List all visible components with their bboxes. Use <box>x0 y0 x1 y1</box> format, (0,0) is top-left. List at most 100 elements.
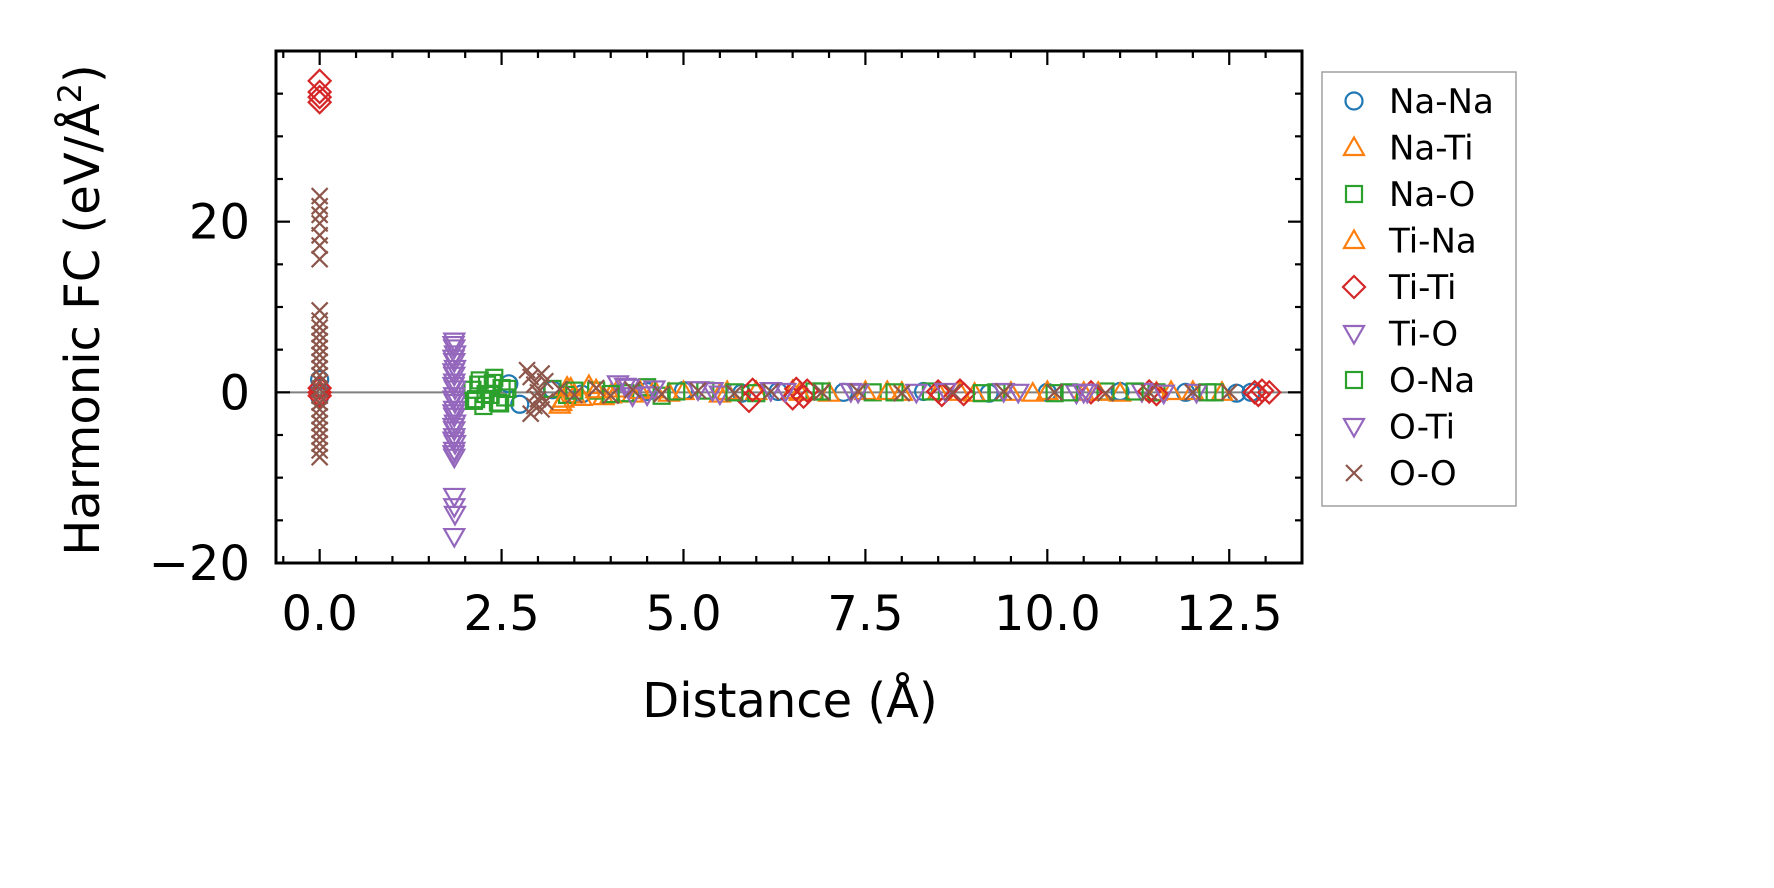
data-point-o-o <box>623 380 642 399</box>
data-point-ti-o <box>991 382 1016 404</box>
x-tick-label: 7.5 <box>827 586 903 642</box>
x-axis-label: Distance (Å) <box>642 672 937 729</box>
data-point-o-ti <box>846 383 871 405</box>
data-point-ti-ti <box>1249 378 1275 404</box>
legend-label-ti-o: Ti-O <box>1388 315 1458 355</box>
data-point-o-o <box>762 382 780 401</box>
data-point-o-o <box>893 384 911 402</box>
data-point-o-o <box>994 382 1013 401</box>
data-point-o-na <box>725 383 744 402</box>
data-point-o-ti <box>441 417 466 439</box>
tick-labels-layer: 0.0 2.5 5.0 7.5 10.0 12.5 −20 0 20 <box>149 195 1283 642</box>
data-point-o-ti <box>1071 383 1096 405</box>
legend-entry-o-na: O-Na <box>1344 361 1475 401</box>
legend-label-na-na: Na-Na <box>1389 82 1494 122</box>
data-point-ti-ti <box>1256 379 1282 405</box>
legend-entry-o-o: O-O <box>1345 454 1457 494</box>
legend-label-ti-na: Ti-Na <box>1388 222 1477 262</box>
legend-marker-na-o <box>1344 184 1364 204</box>
data-point-ti-na <box>1020 380 1045 402</box>
data-point-o-o <box>310 318 329 337</box>
data-point-na-ti <box>1108 380 1132 402</box>
data-point-o-ti <box>441 445 466 466</box>
legend-entry-na-ti: Na-Ti <box>1342 129 1474 169</box>
data-point-o-o <box>601 386 620 405</box>
legend-entry-ti-ti: Ti-Ti <box>1341 268 1457 308</box>
legend-marker-o-na <box>1344 370 1364 390</box>
legend-entry-na-o: Na-O <box>1344 175 1475 215</box>
data-point-o-o <box>536 392 555 411</box>
legend-label-o-ti: O-Ti <box>1389 408 1455 448</box>
data-point-o-ti <box>1151 384 1176 406</box>
data-point-o-ti <box>773 382 798 404</box>
data-point-o-ti <box>441 390 466 412</box>
legend-label-na-o: Na-O <box>1389 175 1475 215</box>
plot-frame-layer <box>274 49 1304 565</box>
legend-label-na-ti: Na-Ti <box>1389 129 1474 169</box>
data-point-na-o <box>1045 384 1064 403</box>
data-point-ti-ti <box>307 79 333 105</box>
data-point-o-ti <box>441 335 466 357</box>
data-point-ti-ti <box>307 84 333 110</box>
data-point-o-o <box>310 380 329 398</box>
data-point-o-o <box>1140 383 1158 402</box>
data-point-o-o <box>310 448 329 466</box>
data-point-ti-na <box>1159 379 1183 401</box>
data-point-o-o <box>310 441 329 460</box>
y-tick-label: −20 <box>149 536 250 592</box>
data-point-ti-o <box>443 505 467 527</box>
data-point-o-o <box>536 372 555 391</box>
data-point-o-o <box>1220 383 1239 402</box>
y-axis-label-superscript: 2 <box>51 83 89 103</box>
data-point-o-na <box>1198 383 1217 402</box>
data-point-o-ti <box>700 382 725 403</box>
plot-frame <box>274 49 1304 565</box>
data-point-ti-o <box>442 527 467 549</box>
data-point-o-o <box>310 407 329 426</box>
x-tick-label: 0.0 <box>281 586 357 642</box>
data-point-ti-o <box>686 381 710 402</box>
legend-marker-ti-ti <box>1341 274 1367 300</box>
data-point-o-ti <box>441 404 466 426</box>
legend-label-o-o: O-O <box>1389 454 1457 494</box>
data-point-ti-ti <box>307 375 333 401</box>
data-point-o-o <box>310 366 329 385</box>
legend-marker-o-ti <box>1342 417 1366 439</box>
data-point-o-o <box>310 386 329 405</box>
legend-marker-ti-na <box>1342 228 1366 250</box>
data-point-o-o <box>310 352 329 371</box>
data-point-o-na <box>812 382 831 401</box>
data-point-na-ti <box>744 379 769 401</box>
x-tick-label: 2.5 <box>463 586 539 642</box>
legend-entry-na-na: Na-Na <box>1344 82 1494 122</box>
data-point-o-o <box>725 384 744 402</box>
data-point-na-ti <box>1071 380 1096 401</box>
data-point-o-o <box>310 311 329 330</box>
data-point-o-na <box>667 382 686 401</box>
data-point-o-o <box>310 236 329 255</box>
data-point-ti-ti <box>740 377 766 403</box>
data-point-o-o <box>849 382 867 401</box>
y-axis-label: Harmonic FC (eV/Å2) <box>51 64 111 556</box>
data-point-na-ti <box>707 381 732 403</box>
y-axis-label-close: ) <box>55 64 111 83</box>
data-point-o-o <box>587 379 605 397</box>
data-point-ti-ti <box>790 384 817 410</box>
data-point-o-o <box>1184 383 1202 402</box>
series-ti-o <box>442 332 1209 549</box>
x-tick-label: 12.5 <box>1176 586 1283 642</box>
y-tick-label: 0 <box>219 365 250 421</box>
legend-label-ti-ti: Ti-Ti <box>1388 268 1457 308</box>
data-point-o-o <box>310 421 329 439</box>
data-point-o-ti <box>441 363 466 385</box>
data-point-o-o <box>689 381 707 400</box>
data-point-ti-o <box>642 380 667 402</box>
legend-label-o-na: O-Na <box>1389 361 1475 401</box>
data-point-o-na <box>565 381 584 400</box>
series-o-ti <box>441 335 1176 466</box>
legend-entry-o-ti: O-Ti <box>1342 408 1455 448</box>
legend-marker-ti-o <box>1342 324 1366 346</box>
data-point-o-o <box>310 206 329 224</box>
legend-entry-ti-na: Ti-Na <box>1342 222 1477 262</box>
